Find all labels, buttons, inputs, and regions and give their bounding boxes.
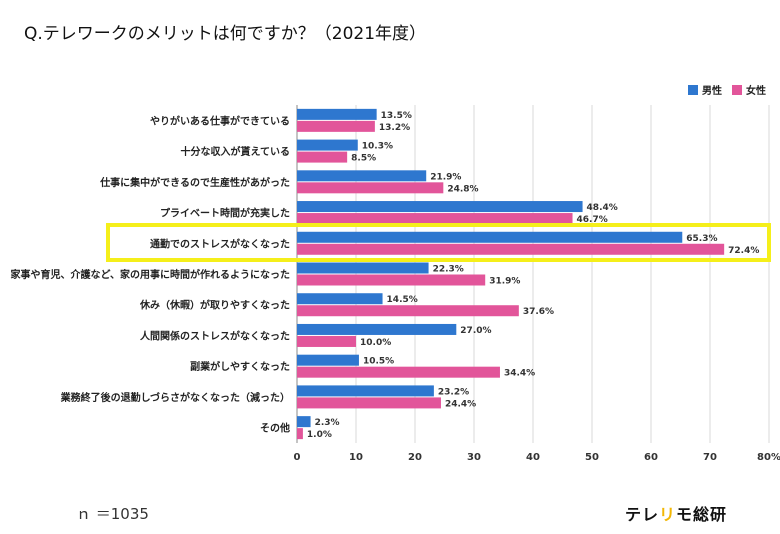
legend-swatch-female — [732, 84, 742, 95]
data-label-male: 27.0% — [460, 326, 491, 336]
data-label-female: 8.5% — [351, 154, 376, 164]
bar-female — [297, 305, 519, 317]
brand-part-2: リ — [659, 505, 677, 524]
bar-female — [297, 335, 356, 347]
bar-male — [297, 323, 457, 335]
data-label-female: 24.8% — [447, 184, 478, 194]
x-tick-label: 10 — [349, 452, 363, 463]
bar-female — [297, 243, 725, 255]
data-label-male: 14.5% — [387, 295, 418, 305]
data-label-male: 23.2% — [438, 387, 469, 397]
bar-female — [297, 397, 441, 409]
brand-logo: テレリモ総研 — [625, 501, 727, 525]
bar-female — [297, 151, 348, 163]
bar-male — [297, 262, 429, 274]
bar-male — [297, 416, 311, 428]
data-label-male: 22.3% — [433, 265, 464, 275]
data-label-male: 48.4% — [587, 203, 618, 213]
x-tick-label: 70 — [703, 452, 717, 463]
bar-male — [297, 108, 377, 120]
data-label-female: 72.4% — [728, 246, 759, 256]
bar-male — [297, 385, 434, 397]
category-label: 仕事に集中ができるので生産性があがった — [99, 176, 290, 189]
x-tick-label: 0 — [294, 452, 301, 463]
data-label-male: 2.3% — [315, 418, 340, 428]
legend-label-male: 男性 — [702, 86, 722, 97]
data-label-female: 13.2% — [379, 123, 410, 133]
chart-title: Q.テレワークのメリットは何ですか？（2021年度） — [24, 24, 427, 44]
bar-female — [297, 366, 500, 378]
data-label-male: 10.5% — [363, 357, 394, 367]
category-label: 通勤でのストレスがなくなった — [150, 237, 290, 250]
data-label-female: 10.0% — [360, 338, 391, 348]
data-label-male: 21.9% — [430, 172, 461, 182]
bar-male — [297, 354, 359, 366]
bar-male — [297, 231, 683, 243]
data-label-female: 37.6% — [523, 307, 554, 317]
category-label: 家事や育児、介護など、家の用事に時間が作れるようになった — [11, 268, 291, 281]
data-label-male: 65.3% — [686, 234, 717, 244]
category-label: 休み（休暇）が取りやすくなった — [139, 299, 290, 312]
category-label: やりがいある仕事ができている — [150, 114, 290, 127]
legend-label-female: 女性 — [746, 86, 766, 97]
bar-female — [297, 213, 573, 225]
data-label-female: 24.4% — [445, 399, 476, 409]
brand-part-3: モ総研 — [676, 505, 728, 524]
x-tick-label: 40 — [526, 452, 540, 463]
sample-size-note: ｎ ＝1035 — [76, 505, 149, 523]
x-tick-label: 80% — [757, 452, 780, 463]
data-label-female: 46.7% — [577, 215, 608, 225]
data-label-female: 31.9% — [489, 277, 520, 287]
category-label: その他 — [260, 422, 290, 435]
x-tick-label: 60 — [644, 452, 658, 463]
bar-male — [297, 139, 358, 151]
category-label: プライベート時間が充実した — [160, 207, 290, 220]
category-label: 十分な収入が貰えている — [181, 145, 291, 158]
bar-female — [297, 274, 486, 286]
legend: 男性 女性 — [688, 82, 766, 97]
brand-part-1: テレ — [625, 505, 660, 524]
category-label: 副業がしやすくなった — [190, 360, 290, 373]
data-label-female: 34.4% — [504, 369, 535, 379]
category-label: 業務終了後の退勤しづらさがなくなった（減った） — [60, 391, 290, 404]
bar-female — [297, 182, 444, 194]
data-label-male: 13.5% — [381, 111, 412, 121]
legend-item-male: 男性 — [688, 82, 722, 97]
bar-female — [297, 120, 375, 132]
data-label-male: 10.3% — [362, 142, 393, 152]
bar-male — [297, 201, 583, 213]
legend-swatch-male — [688, 84, 698, 95]
category-label: 人間関係のストレスがなくなった — [140, 329, 290, 342]
bar-male — [297, 293, 383, 305]
legend-item-female: 女性 — [732, 82, 766, 97]
bar-male — [297, 170, 427, 182]
bar-female — [297, 428, 303, 440]
x-tick-label: 20 — [408, 452, 422, 463]
x-tick-label: 50 — [585, 452, 599, 463]
data-label-female: 1.0% — [307, 430, 332, 440]
x-tick-label: 30 — [467, 452, 481, 463]
